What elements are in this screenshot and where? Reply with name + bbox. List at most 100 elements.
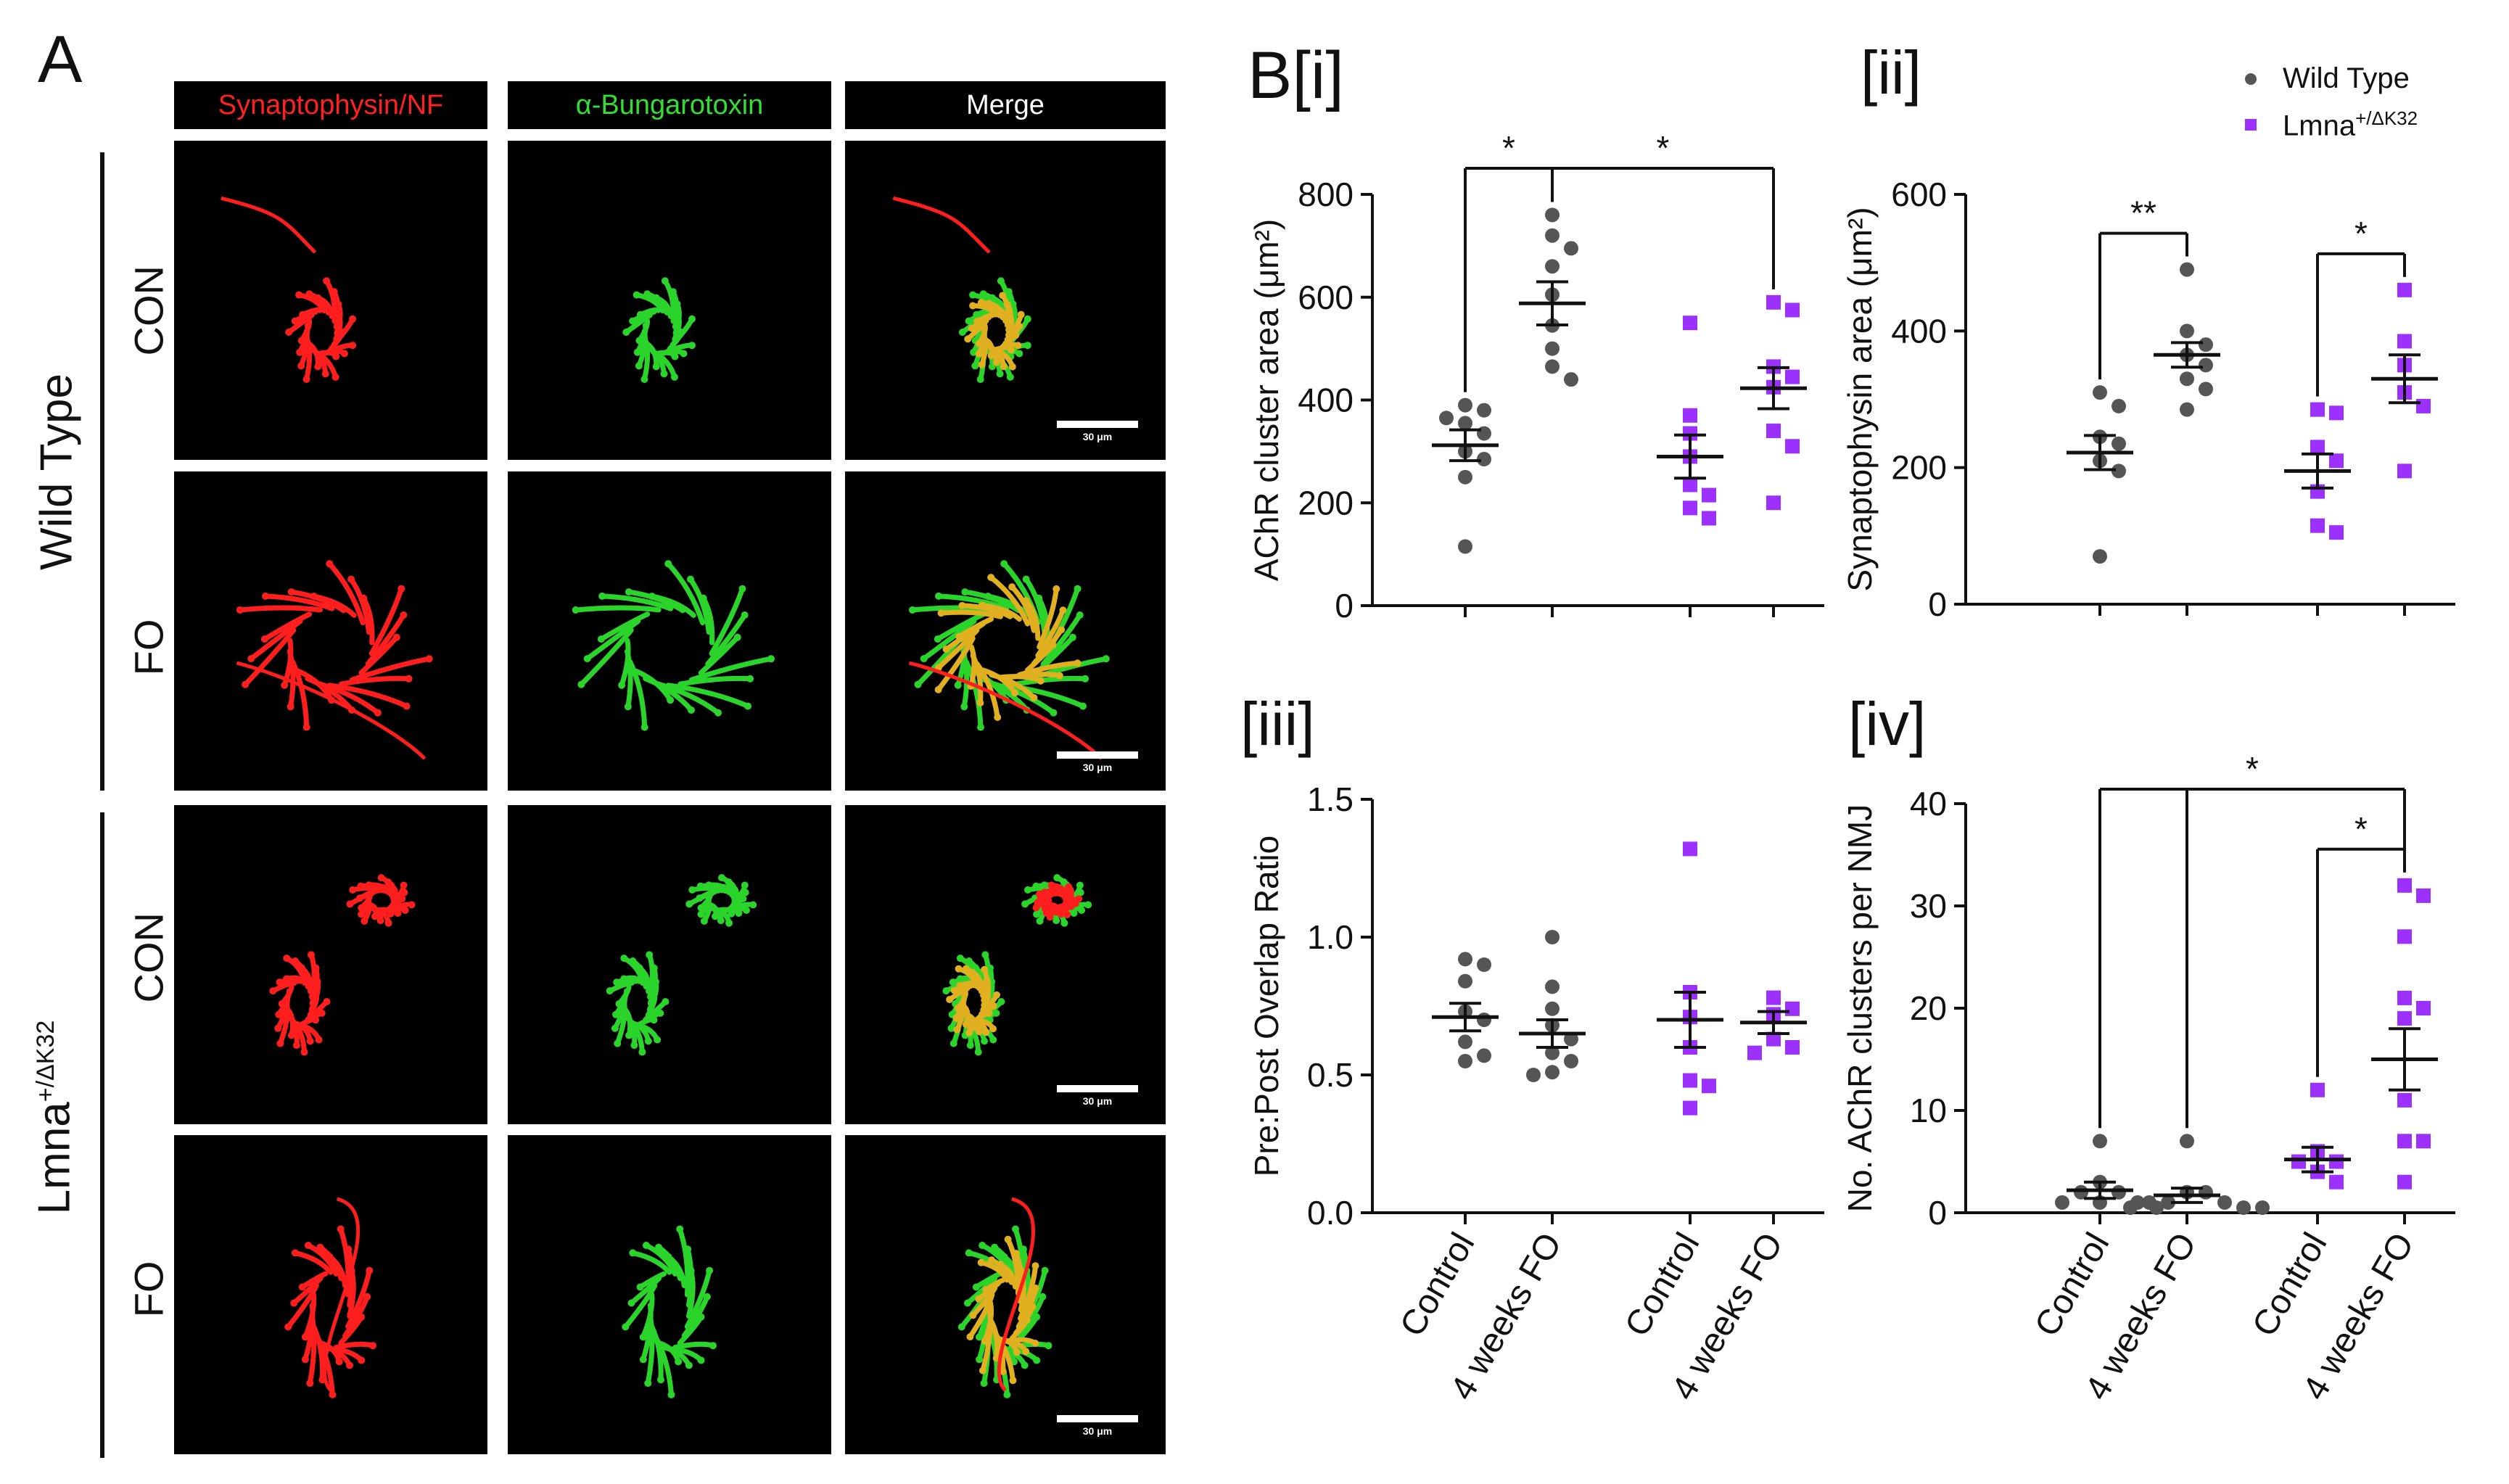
data-point-iv-g4 <box>2397 878 2412 893</box>
data-point-ii-g2 <box>2199 358 2213 373</box>
data-point-i-g1 <box>1458 416 1472 431</box>
data-point-ii-g2 <box>2199 337 2213 353</box>
micrograph-image <box>606 874 757 1056</box>
data-point-i-g4 <box>1766 379 1781 395</box>
micrograph-image <box>622 277 696 383</box>
micrograph-r4-c2 <box>508 1135 831 1454</box>
data-point-i-g1 <box>1439 411 1454 426</box>
y-tick-label-iii: 0.0 <box>1307 1194 1354 1232</box>
group-label-lmna: Lmna+/ΔK32 <box>29 1005 81 1230</box>
data-point-i-g3 <box>1683 477 1697 492</box>
data-point-ii-g1 <box>2093 549 2107 564</box>
data-point-i-g3 <box>1683 426 1697 441</box>
micrograph-image <box>892 196 1031 383</box>
data-point-ii-g1 <box>2093 385 2107 400</box>
y-axis-label-ii: Synaptophysin area (μm²) <box>1841 207 1879 591</box>
data-point-ii-g3 <box>2329 405 2344 421</box>
data-point-ii-g1 <box>2093 453 2107 469</box>
data-point-iii-g4 <box>1785 1001 1800 1016</box>
data-point-ii-g3 <box>2310 402 2325 417</box>
x-category-label-iv: Control <box>2027 1227 2117 1343</box>
data-point-iii-g3 <box>1702 1079 1716 1094</box>
data-point-iii-g4 <box>1766 1031 1781 1047</box>
data-point-i-g4 <box>1766 359 1781 374</box>
y-tick-label-i: 0 <box>1335 587 1354 624</box>
micrograph-image <box>236 560 433 760</box>
data-point-ii-g3 <box>2329 453 2344 469</box>
data-point-iv-g2 <box>2180 1184 2194 1200</box>
y-axis-label-iv: No. AChR clusters per NMJ <box>1841 804 1879 1212</box>
data-point-ii-g4 <box>2416 398 2431 413</box>
y-tick-label-i: 600 <box>1298 279 1354 316</box>
data-point-iii-g2 <box>1545 1045 1560 1060</box>
y-tick-label-iv: 10 <box>1910 1092 1947 1129</box>
data-point-ii-g3 <box>2310 484 2325 499</box>
scale-bar-label-r1: 30 μm <box>1082 431 1113 442</box>
x-category-label-iv: 4 weeks FO <box>2078 1227 2204 1406</box>
micrograph-image <box>908 560 1110 760</box>
data-point-iii-g1 <box>1458 1054 1472 1068</box>
legend-wildtype-label: Wild Type <box>2283 62 2410 94</box>
row-label-con-wt: CON <box>125 265 172 356</box>
data-point-iv-g2 <box>2180 1134 2194 1149</box>
data-point-i-g3 <box>1683 449 1697 464</box>
y-tick-label-iv: 40 <box>1910 785 1947 823</box>
data-point-i-g4 <box>1766 294 1781 310</box>
x-category-label-iv: Control <box>2245 1227 2334 1343</box>
data-point-i-g3 <box>1702 511 1716 526</box>
data-point-iv-g4 <box>2397 1092 2412 1108</box>
data-point-iv-g2 <box>2199 1184 2213 1200</box>
scale-bar-r1 <box>1057 421 1138 428</box>
data-point-i-g1 <box>1458 397 1472 413</box>
row-label-fo-wt: FO <box>125 619 172 676</box>
legend-lmna: Lmna+/ΔK32 <box>2245 107 2418 142</box>
data-point-i-g4 <box>1766 495 1781 511</box>
y-tick-label-i: 400 <box>1298 382 1354 419</box>
data-point-i-g4 <box>1785 302 1800 318</box>
data-point-iii-g3 <box>1683 841 1697 857</box>
legend-lmna-base: Lmna <box>2283 110 2356 142</box>
y-tick-label-i: 800 <box>1298 176 1354 213</box>
data-point-iv-g3 <box>2310 1144 2325 1159</box>
y-tick-label-ii: 600 <box>1891 176 1947 213</box>
micrograph-image <box>942 874 1092 1056</box>
scale-bar-label-r3: 30 μm <box>1082 1095 1113 1107</box>
micrograph-image <box>622 1225 717 1398</box>
panel-b-iv-letter: [iv] <box>1848 690 1927 758</box>
significance-label-i: * <box>1502 129 1515 167</box>
group-label-lmna-base: Lmna <box>29 1102 80 1215</box>
data-point-iv-g1 <box>2093 1195 2107 1210</box>
data-point-iv-g2 <box>2255 1200 2270 1215</box>
y-tick-label-iii: 1.0 <box>1307 918 1354 956</box>
micrograph-r3-c1 <box>174 805 487 1124</box>
x-category-label-iii: Control <box>1618 1227 1707 1343</box>
column-header-merge: Merge <box>845 81 1166 129</box>
data-point-iii-g4 <box>1747 1045 1762 1060</box>
y-axis-label-i: AChR cluster area (μm²) <box>1248 219 1285 581</box>
data-point-iii-g1 <box>1477 1048 1491 1063</box>
micrograph-r1-c2 <box>508 141 831 460</box>
data-point-ii-g3 <box>2310 518 2325 533</box>
data-point-ii-g1 <box>2093 429 2107 445</box>
data-point-i-g2 <box>1545 318 1560 333</box>
legend-wildtype: Wild Type <box>2245 62 2410 95</box>
legend-lmna-marker <box>2245 119 2257 131</box>
data-point-i-g4 <box>1785 369 1800 384</box>
data-point-iii-g3 <box>1683 1100 1697 1116</box>
data-point-iv-g4 <box>2397 929 2412 944</box>
data-point-iii-g1 <box>1458 1034 1472 1050</box>
data-point-iv-g2 <box>2123 1200 2138 1215</box>
data-point-iv-g3 <box>2310 1164 2325 1179</box>
panel-b-ii-letter: [ii] <box>1861 38 1921 107</box>
y-axis-label-iii: Pre:Post Overlap Ratio <box>1248 836 1285 1176</box>
data-point-iii-g3 <box>1683 1073 1697 1088</box>
y-tick-label-ii: 200 <box>1891 449 1947 487</box>
data-point-ii-g1 <box>2112 436 2126 451</box>
data-point-iii-g2 <box>1564 1031 1578 1047</box>
data-point-ii-g3 <box>2310 440 2325 455</box>
data-point-i-g2 <box>1564 241 1578 256</box>
x-category-label-iv: 4 weeks FO <box>2296 1227 2422 1406</box>
data-point-iv-g1 <box>2093 1134 2107 1149</box>
significance-label-iv: * <box>2354 810 2368 848</box>
